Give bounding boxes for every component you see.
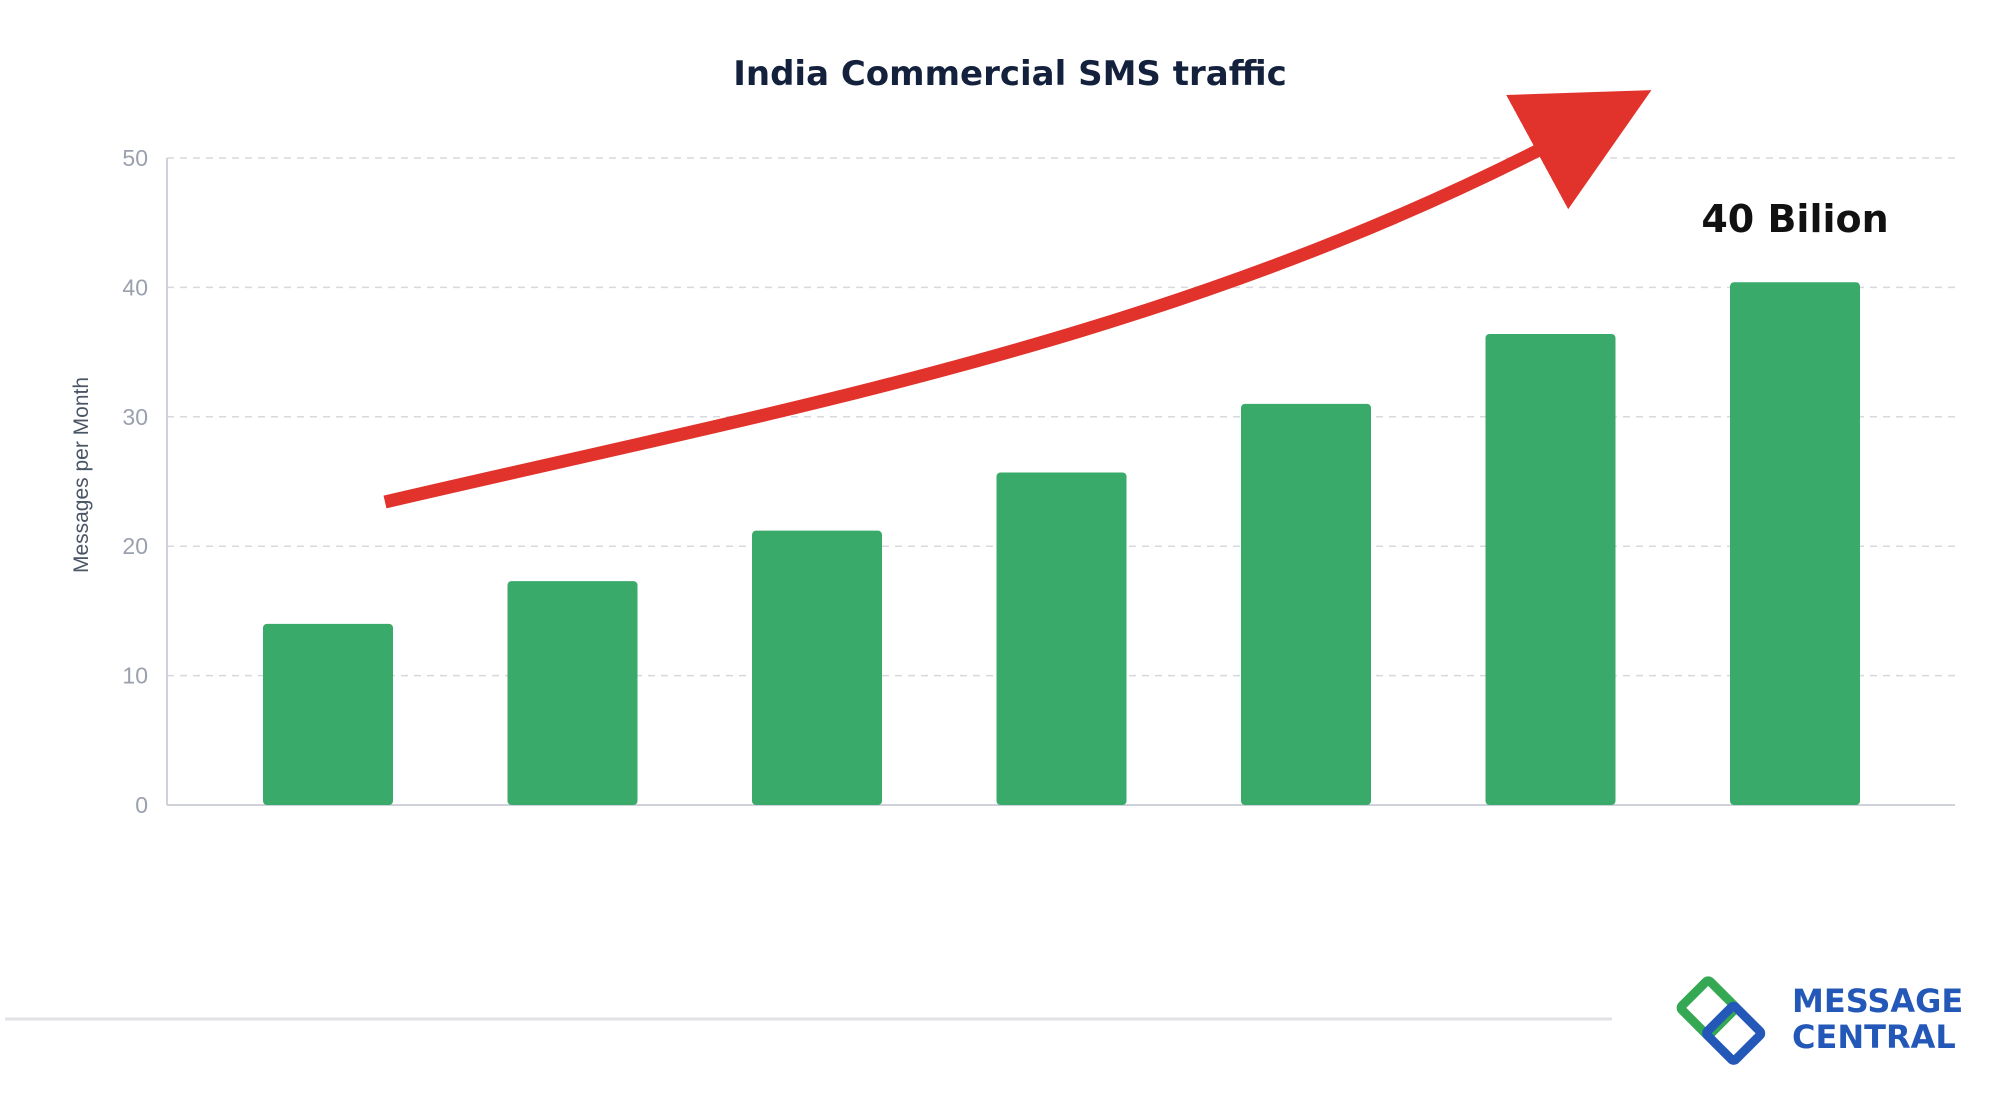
bar [1241,403,1371,805]
value-callout-label: 40 Bilion [1701,197,1888,241]
trend-arrow [383,90,1652,509]
brand-name-line2: CENTRAL [1792,1018,1956,1056]
y-tick-label: 30 [122,404,148,430]
bars [263,282,1860,805]
y-tick-label: 10 [122,663,148,689]
bar [996,472,1127,805]
message-central-logo-icon [1676,976,1766,1065]
y-axis-ticks: 0 10 20 30 40 50 [122,145,148,818]
bar [263,623,393,805]
bar [507,581,638,805]
y-tick-label: 50 [122,145,148,171]
bar [752,530,882,805]
y-tick-label: 20 [122,533,148,559]
bar [1730,282,1860,805]
brand-name-line1: MESSAGE [1792,982,1963,1020]
chart-title: India Commercial SMS traffic [733,54,1287,94]
y-tick-label: 40 [122,274,148,300]
y-axis-label: Messages per Month [70,377,93,573]
bar [1485,333,1616,805]
y-tick-label: 0 [135,792,148,818]
